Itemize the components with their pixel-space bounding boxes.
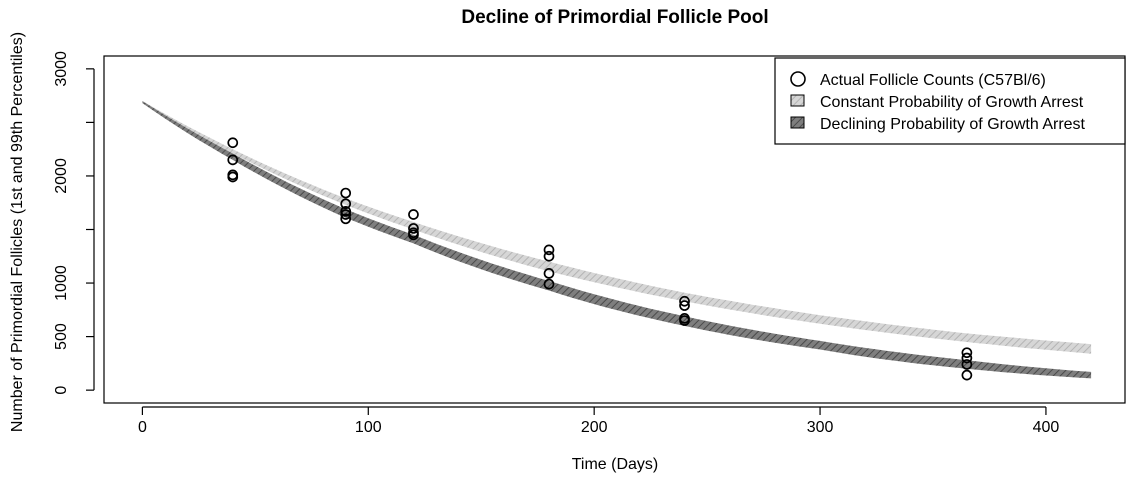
points-layer (227, 137, 973, 381)
data-point (543, 244, 555, 256)
y-axis-label: Number of Primordial Follicles (1st and … (9, 32, 26, 432)
legend-circle-icon (790, 71, 806, 87)
y-tick-label: 500 (53, 323, 70, 350)
data-point (408, 223, 419, 234)
data-point (543, 268, 555, 279)
data-point (340, 198, 352, 210)
data-point (961, 359, 973, 370)
y-tick-label: 0 (53, 386, 70, 395)
x-tick-label: 400 (1033, 419, 1060, 436)
data-point (227, 154, 239, 166)
data-point (543, 250, 555, 262)
data-point (340, 187, 352, 199)
data-point (961, 352, 973, 364)
x-axis: 0 100 200 300 400 (138, 406, 1060, 436)
x-tick-label: 100 (355, 419, 382, 436)
data-point (340, 209, 352, 220)
chart-title: Decline of Primordial Follicle Pool (461, 7, 768, 28)
data-point (227, 171, 239, 183)
data-point (961, 347, 973, 359)
plot-frame (103, 55, 1126, 404)
y-tick-label: 2000 (53, 158, 70, 194)
data-point (408, 229, 419, 241)
x-axis-label: Time (Days) (572, 456, 659, 473)
legend: Actual Follicle Counts (C57Bl/6) Constan… (774, 57, 1126, 145)
x-tick-label: 300 (807, 419, 834, 436)
legend-light-box-icon (790, 94, 805, 107)
data-point (543, 278, 555, 290)
x-tick-label: 0 (138, 419, 147, 436)
legend-label-constant: Constant Probability of Growth Arrest (820, 94, 1084, 111)
legend-box (774, 57, 1126, 145)
data-point (679, 315, 690, 326)
data-point (340, 213, 352, 225)
data-point (679, 295, 690, 307)
data-point (340, 205, 352, 217)
y-tick-label: 1000 (53, 265, 70, 301)
x-tick-label: 200 (581, 419, 608, 436)
legend-hatched-box-icon (790, 116, 805, 129)
legend-label-observed: Actual Follicle Counts (C57Bl/6) (820, 72, 1046, 89)
data-point (408, 209, 419, 220)
data-point (961, 369, 973, 381)
legend-label-declining: Declining Probability of Growth Arrest (820, 116, 1086, 133)
data-point (679, 300, 690, 311)
y-tick-label: 3000 (53, 51, 70, 87)
data-point (227, 137, 239, 149)
y-axis: 0 500 1000 2000 3000 (53, 51, 95, 395)
